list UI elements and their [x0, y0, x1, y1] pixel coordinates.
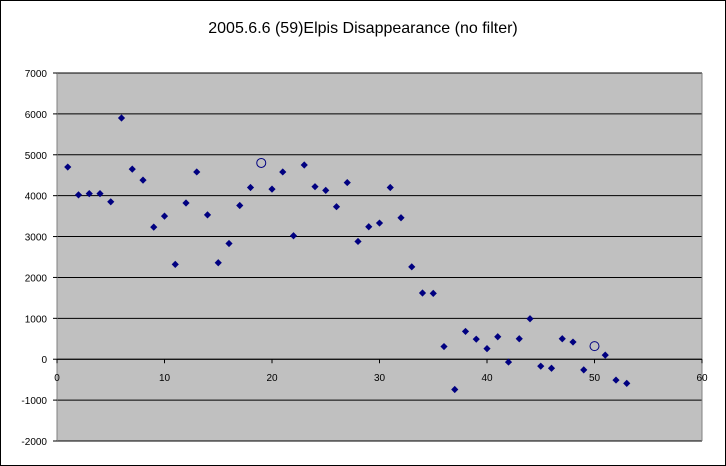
data-point-diamond [182, 199, 190, 207]
data-point-diamond [451, 385, 459, 394]
data-point-diamond [214, 259, 222, 267]
data-point-diamond [64, 163, 72, 171]
x-tick-label: 30 [374, 373, 386, 384]
y-tick-label: 1000 [25, 314, 48, 325]
y-tick-label: 3000 [25, 233, 48, 244]
data-point-diamond [96, 190, 104, 198]
x-tick-label: 0 [54, 373, 60, 384]
x-tick-label: 40 [481, 373, 493, 384]
data-point-diamond [537, 362, 545, 370]
data-point-diamond [354, 237, 362, 246]
data-point-diamond [472, 335, 480, 343]
data-points [64, 114, 631, 394]
data-point-diamond [160, 212, 169, 220]
data-point-diamond [526, 315, 534, 323]
y-tick-label: 5000 [25, 151, 48, 162]
data-point-diamond [171, 260, 179, 268]
plot-area [57, 73, 702, 441]
data-point-diamond [386, 183, 394, 192]
data-point-open-circle [589, 341, 600, 352]
data-point-diamond [203, 211, 212, 219]
data-point-diamond [375, 219, 384, 227]
chart-title: 2005.6.6 (59)Elpis Disappearance (no fil… [208, 20, 518, 37]
axes [53, 72, 703, 442]
tick-labels: 7000 6000 5000 4000 3000 2000 1000 0 -1000 -2000 0… [21, 69, 708, 448]
data-point-diamond [279, 168, 287, 176]
data-point-diamond [483, 344, 491, 353]
y-tick-label: -1000 [21, 396, 47, 407]
data-point-diamond [408, 263, 416, 271]
x-tick-label: 50 [589, 373, 601, 384]
y-tick-label: 6000 [25, 110, 48, 121]
data-point-diamond [580, 366, 588, 374]
x-tick-label: 10 [159, 373, 171, 384]
data-point-diamond [612, 376, 620, 384]
y-tick-label: -2000 [21, 437, 47, 448]
data-point-diamond [429, 289, 437, 297]
data-point-diamond [74, 191, 83, 199]
data-point-diamond [225, 239, 233, 248]
data-point-diamond [343, 178, 351, 187]
data-point-diamond [128, 165, 136, 173]
y-tick-label: 7000 [25, 69, 48, 80]
data-point-diamond [397, 214, 405, 222]
x-tick-label: 20 [266, 373, 278, 384]
data-point-diamond [461, 327, 470, 336]
data-point-diamond [440, 342, 448, 351]
data-point-diamond [322, 186, 330, 194]
data-point-diamond [268, 185, 276, 193]
data-point-open-circle [256, 157, 267, 168]
data-point-diamond [558, 335, 566, 343]
data-point-diamond [365, 223, 373, 231]
data-point-diamond [117, 114, 126, 122]
data-point-diamond [246, 183, 255, 192]
data-point-diamond [289, 232, 298, 240]
y-tick-label: 4000 [25, 192, 48, 203]
data-point-diamond [150, 223, 158, 231]
data-point-diamond [332, 203, 341, 211]
data-point-diamond [193, 168, 201, 176]
data-point-diamond [311, 183, 319, 191]
y-tick-label: 0 [41, 355, 47, 366]
data-point-diamond [85, 190, 93, 198]
data-point-diamond [547, 364, 556, 372]
data-point-diamond [601, 351, 609, 359]
data-point-diamond [418, 289, 427, 297]
data-point-diamond [300, 161, 308, 169]
data-point-diamond [515, 335, 523, 343]
data-point-diamond [623, 379, 631, 387]
data-point-diamond [569, 338, 577, 346]
data-point-diamond [107, 198, 115, 206]
data-point-diamond [236, 201, 244, 210]
data-point-diamond [504, 358, 513, 366]
data-point-diamond [139, 176, 147, 184]
y-tick-label: 2000 [25, 273, 48, 284]
x-tick-label: 60 [696, 373, 708, 384]
data-point-diamond [494, 333, 502, 341]
